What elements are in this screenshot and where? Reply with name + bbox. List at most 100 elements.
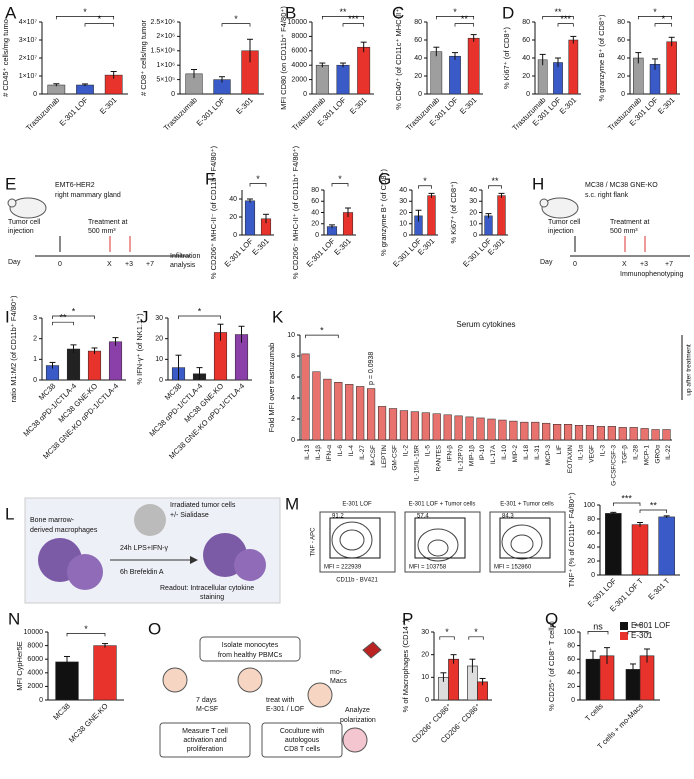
bar [640,428,649,441]
bar [421,412,430,441]
panel-letter: L [5,504,14,523]
significance-label: * [423,176,427,186]
significance-label: * [653,7,657,17]
bar [658,516,675,576]
y-tick-label: 2×10⁶ [156,33,175,40]
y-tick-label: 100 [563,629,575,636]
diagram-text: +7 [665,261,673,268]
y-tick-label: 4 [291,395,295,402]
diagram-h-art [539,197,690,257]
y-tick-label: 20 [469,209,477,216]
bar [568,39,579,95]
bar [629,427,638,441]
significance-bracket [342,23,365,27]
flow-mfi: MFI = 222939 [324,565,362,571]
y-tick-label: 40 [399,187,407,194]
x-tick-label: MCP-1 [643,445,650,466]
bar [651,429,660,441]
x-tick-label: IL-12P70 [457,445,464,472]
y-tick-label: 6000 [27,656,43,663]
panel-letter: A [5,3,17,22]
significance-label: * [72,306,76,316]
y-axis-label: TNF⁺ (% of CD11b⁺ F4/80⁺) [567,492,576,587]
bar [607,426,616,441]
gate-percent: 91.2 [332,514,344,520]
diagram-text: MC38 / MC38 GNE-KO [585,182,658,189]
y-tick-label: 6000 [291,48,307,55]
x-tick-label: IL-22 [665,445,672,460]
y-tick-label: 10000 [288,19,308,26]
y-tick-label: 4000 [27,670,43,677]
y-tick-label: 0 [315,232,319,239]
x-tick-label: IL-2 [403,445,410,457]
significance-label: ** [634,622,642,632]
y-axis-label: MFI CD80 (on CD11b⁺ F4/80⁺) [279,6,288,110]
y-tick-label: 10 [399,221,407,228]
significance-bracket [637,16,673,20]
diagram-e-art [7,197,190,257]
y-tick-label: 1×10⁷ [19,73,38,80]
significance-bracket [321,16,365,20]
significance-label: ** [491,176,499,186]
y-tick-label: 5×10⁵ [156,76,175,83]
diagram-text: derived macrophages [30,527,98,534]
bar [563,424,573,441]
significance-label: ** [59,313,67,323]
bar [410,411,419,441]
legend-label: E-301 LOF [631,621,670,630]
x-tick-label: IL-4 [348,445,355,457]
y-tick-label: 0 [473,232,477,239]
y-tick-label: 0 [403,232,407,239]
y-tick-label: 3×10⁷ [19,37,38,44]
y-tick-label: 0 [39,697,43,704]
diagram-text: Tumor cell [8,219,41,226]
x-tick-label: GROα [654,445,661,464]
bar [666,41,677,95]
significance-bracket [221,23,251,27]
significance-label: *** [621,493,632,503]
y-tick-label: 20 [155,336,163,343]
y-tick-label: 40 [617,55,625,62]
panel-letter: O [148,619,161,638]
bar [93,645,117,701]
bar [47,84,66,95]
significance-label: * [338,174,342,184]
diagram-text: EMT6-HER2 [55,182,95,189]
flow-title: E-301 LOF + Tumor cells [409,502,476,508]
significance-bracket [305,334,339,339]
significance-bracket [84,23,115,27]
bar [427,195,436,236]
bar [484,215,493,236]
significance-bracket [52,315,95,319]
significance-label: * [83,7,87,17]
diagram-text: Day [540,259,553,266]
bar [87,350,102,381]
y-axis-label: # CD45⁺ cells/mg tumo [1,19,10,97]
y-tick-label: 60 [617,37,625,44]
panel-letter: K [272,307,284,326]
panel-letter: I [5,307,10,326]
significance-label: * [84,624,88,634]
y-tick-label: 2000 [27,683,43,690]
x-tick-label: EOTAXIN [567,445,574,473]
legend-label: E-301 [631,631,653,640]
x-tick-label: IL-10 [501,445,508,460]
significance-label: *** [348,14,359,24]
y-tick-label: 60 [414,37,422,44]
diagram-text: Treatment at [88,219,127,226]
bar [432,413,441,441]
y-tick-label: 60 [522,37,530,44]
y-tick-label: 20 [617,73,625,80]
bar [399,410,409,441]
significance-bracket [454,23,475,27]
y-tick-label: 8000 [27,642,43,649]
bar [509,420,518,441]
y-axis-label: % Ki67⁺ (of CD8⁺) [502,26,511,89]
significance-bracket [52,321,74,326]
y-axis-label: % CD25⁺ (of CD8⁺ T cells) [547,621,556,711]
x-tick-label: MIP-1β [468,445,475,466]
diagram-text: 0 [573,261,577,268]
y-tick-label: 40 [414,55,422,62]
significance-bracket [627,631,649,635]
diagram-text: 24h LPS+IFN-γ [120,545,169,552]
